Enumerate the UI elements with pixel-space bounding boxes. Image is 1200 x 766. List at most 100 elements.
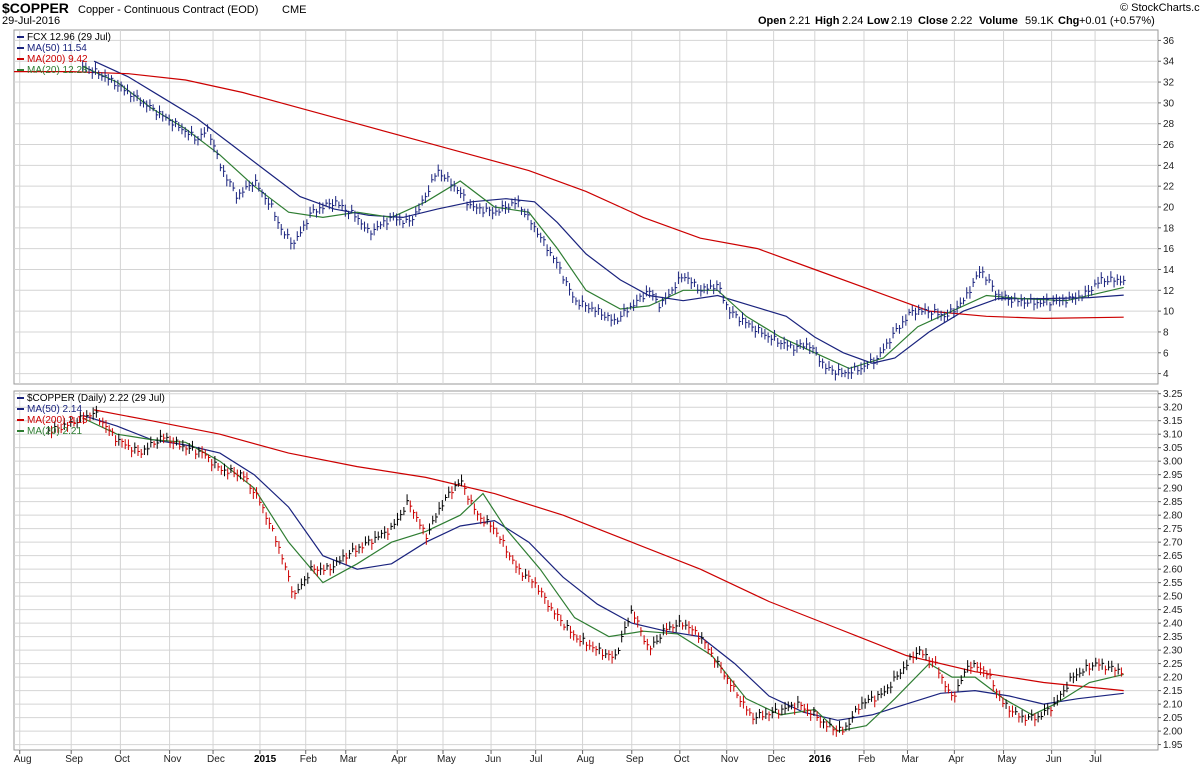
copper-price-bar [1066,681,1069,693]
copper-price-bar [57,424,60,433]
copper-price-bar [967,660,970,673]
copper-price-bar [666,622,669,636]
copper-price-bar [640,627,643,637]
fcx-price-bar [335,196,338,207]
fcx-price-bar [139,97,143,107]
copper-price-bar [169,435,173,448]
copper-price-bar [749,708,752,716]
fcx-price-bar [1071,293,1075,303]
copper-price-bar [348,549,352,559]
fcx-price-bar [860,362,864,375]
copper-price-bar [275,536,278,547]
fcx-price-bar [1087,284,1091,298]
fcx-price-bar [133,91,136,102]
fcx-price-bar [553,255,556,264]
x-tick-label: Jul [1089,754,1102,765]
copper-price-bar [790,701,794,710]
copper-price-bar [915,647,919,660]
copper-price-bar [384,526,387,539]
copper-y-tick-label: 2.70 [1163,538,1183,549]
copper-y-axis: 1.95 2.00 2.05 2.10 2.15 2.20 2.25 2.30 2.35 2.40… [1158,389,1183,751]
copper-price-bar [839,720,842,733]
fcx-price-bar [844,369,848,378]
high-value: 2.24 [842,15,863,27]
fcx-price-bar [146,100,149,113]
copper-price-bar [432,515,435,525]
copper-price-bar [121,438,124,448]
fcx-price-bar [88,66,92,74]
copper-price-bar [76,418,80,429]
fcx-price-bar [1107,275,1110,285]
copper-price-bar [710,646,714,658]
fcx-price-bar [1113,277,1117,288]
x-tick-label: Dec [768,754,786,765]
fcx-price-bar [1094,279,1097,287]
copper-price-bar [611,650,615,664]
fcx-price-bar [895,323,899,332]
fcx-price-bar [418,203,421,213]
copper-price-bar [707,643,711,654]
chg-value: +0.01 (+0.57%) [1079,15,1155,27]
copper-price-bar [281,554,285,565]
fcx-price-bar [431,174,434,183]
fcx-price-bar [889,338,892,349]
copper-price-bar [252,487,256,499]
x-tick-label: Mar [901,754,919,765]
copper-price-bar [166,432,169,441]
copper-price-bar [762,710,765,721]
fcx-price-bar [947,309,950,321]
copper-price-bar [448,486,451,498]
fcx-price-bar [847,367,851,380]
copper-price-bar [249,484,253,495]
fcx-price-bar [328,198,332,210]
fcx-price-bar [1065,296,1069,308]
copper-price-bar [589,639,592,650]
copper-price-bar [496,527,499,538]
fcx-price-bar [988,273,992,284]
copper-price-bar [816,711,820,721]
fcx-price-bar [905,314,908,326]
copper-price-bar [1005,699,1009,709]
fcx-y-tick-label: 22 [1163,182,1175,193]
fcx-price-bar [472,200,476,212]
fcx-price-bar [364,221,367,232]
copper-price-bar [304,576,307,587]
copper-price-bar [156,437,160,449]
fcx-price-bar [1011,295,1014,308]
fcx-price-bar [239,189,242,200]
fcx-price-bar [879,347,883,358]
copper-price-bar [848,718,852,731]
copper-price-bar [118,433,121,446]
fcx-price-bar [194,134,197,145]
x-tick-label: Feb [858,754,876,765]
copper-price-bar [127,439,131,450]
fcx-price-bar [719,282,723,294]
copper-price-bar [182,439,185,452]
low-value: 2.19 [891,15,912,27]
copper-price-bar [608,650,611,661]
chg-label: Chg [1058,15,1079,27]
copper-y-tick-label: 3.15 [1163,416,1183,427]
fcx-price-bar [543,235,546,247]
high-label: High [815,15,840,27]
copper-price-bar [678,614,682,627]
fcx-price-bar [376,220,380,231]
fcx-price-bar [1078,290,1081,302]
copper-price-bar [473,503,477,515]
fcx-price-bar [200,128,204,141]
copper-price-bar [47,426,51,435]
copper-price-bar [403,506,406,516]
copper-price-bar [400,509,403,521]
copper-price-bar [614,649,618,660]
fcx-price-bar [434,173,437,182]
fcx-price-bar [1007,295,1011,306]
fcx-price-bar [1036,297,1040,309]
copper-price-bar [1104,665,1108,675]
copper-y-tick-label: 2.55 [1163,578,1183,589]
fcx-price-bar [684,273,687,282]
copper-price-bar [1031,709,1034,721]
fcx-price-bar [822,358,825,369]
copper-price-bar [521,572,525,581]
fcx-price-bar [674,282,678,294]
copper-price-bar [467,495,470,505]
